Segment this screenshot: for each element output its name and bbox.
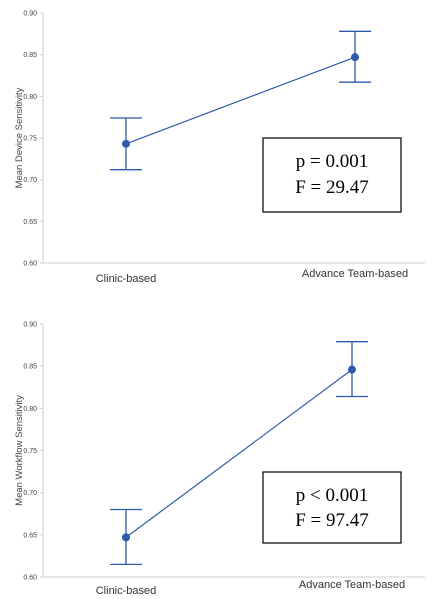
x-tick-label: Advance Team-based bbox=[299, 579, 405, 591]
y-tick-label: 0.80 bbox=[23, 94, 37, 101]
y-tick-label: 0.60 bbox=[23, 575, 37, 582]
stats-annotation-text: p < 0.001 bbox=[296, 485, 368, 506]
data-point bbox=[351, 53, 359, 62]
x-tick-label: Advance Team-based bbox=[302, 268, 408, 280]
data-point bbox=[348, 365, 356, 374]
stats-annotation-box bbox=[262, 471, 402, 544]
stats-annotation-text: p = 0.001 bbox=[296, 151, 368, 172]
y-tick-label: 0.80 bbox=[23, 406, 37, 413]
chart-workflow-sensitivity-svg: 0.60 0.65 0.70 0.75 0.80 0.85 0.90 Mean Workflo… bbox=[14, 322, 425, 597]
y-tick-label: 0.70 bbox=[23, 490, 37, 497]
y-tick-label: 0.70 bbox=[23, 177, 37, 184]
series-line bbox=[125, 369, 353, 538]
y-tick-label: 0.75 bbox=[23, 136, 37, 143]
x-tick-label: Clinic-based bbox=[96, 585, 157, 597]
series-line bbox=[125, 56, 356, 145]
y-tick-label: 0.75 bbox=[23, 448, 37, 455]
y-tick-label: 0.85 bbox=[23, 364, 37, 371]
stats-annotation-box bbox=[262, 137, 402, 213]
y-tick-label: 0.90 bbox=[23, 322, 37, 329]
y-tick-label: 0.60 bbox=[23, 261, 37, 268]
data-point bbox=[122, 139, 130, 148]
y-axis-label: Mean Device Sensitivity bbox=[14, 87, 25, 188]
stats-annotation-text: F = 97.47 bbox=[295, 510, 369, 531]
y-tick-label: 0.90 bbox=[23, 11, 37, 18]
chart-device-sensitivity-svg: 0.60 0.65 0.70 0.75 0.80 0.85 0.90 Mean Device … bbox=[14, 11, 425, 285]
stats-annotation-text: F = 29.47 bbox=[295, 177, 369, 198]
y-axis-label: Mean Workflow Sensitivity bbox=[14, 395, 25, 506]
y-tick-label: 0.85 bbox=[23, 52, 37, 59]
data-point bbox=[122, 533, 130, 542]
chart-device-sensitivity: 0.60 0.65 0.70 0.75 0.80 0.85 0.90 Mean Device … bbox=[14, 11, 425, 285]
y-tick-label: 0.65 bbox=[23, 219, 37, 226]
x-tick-label: Clinic-based bbox=[96, 273, 157, 285]
chart-workflow-sensitivity: 0.60 0.65 0.70 0.75 0.80 0.85 0.90 Mean Workflo… bbox=[0, 299, 434, 599]
y-tick-label: 0.65 bbox=[23, 532, 37, 539]
